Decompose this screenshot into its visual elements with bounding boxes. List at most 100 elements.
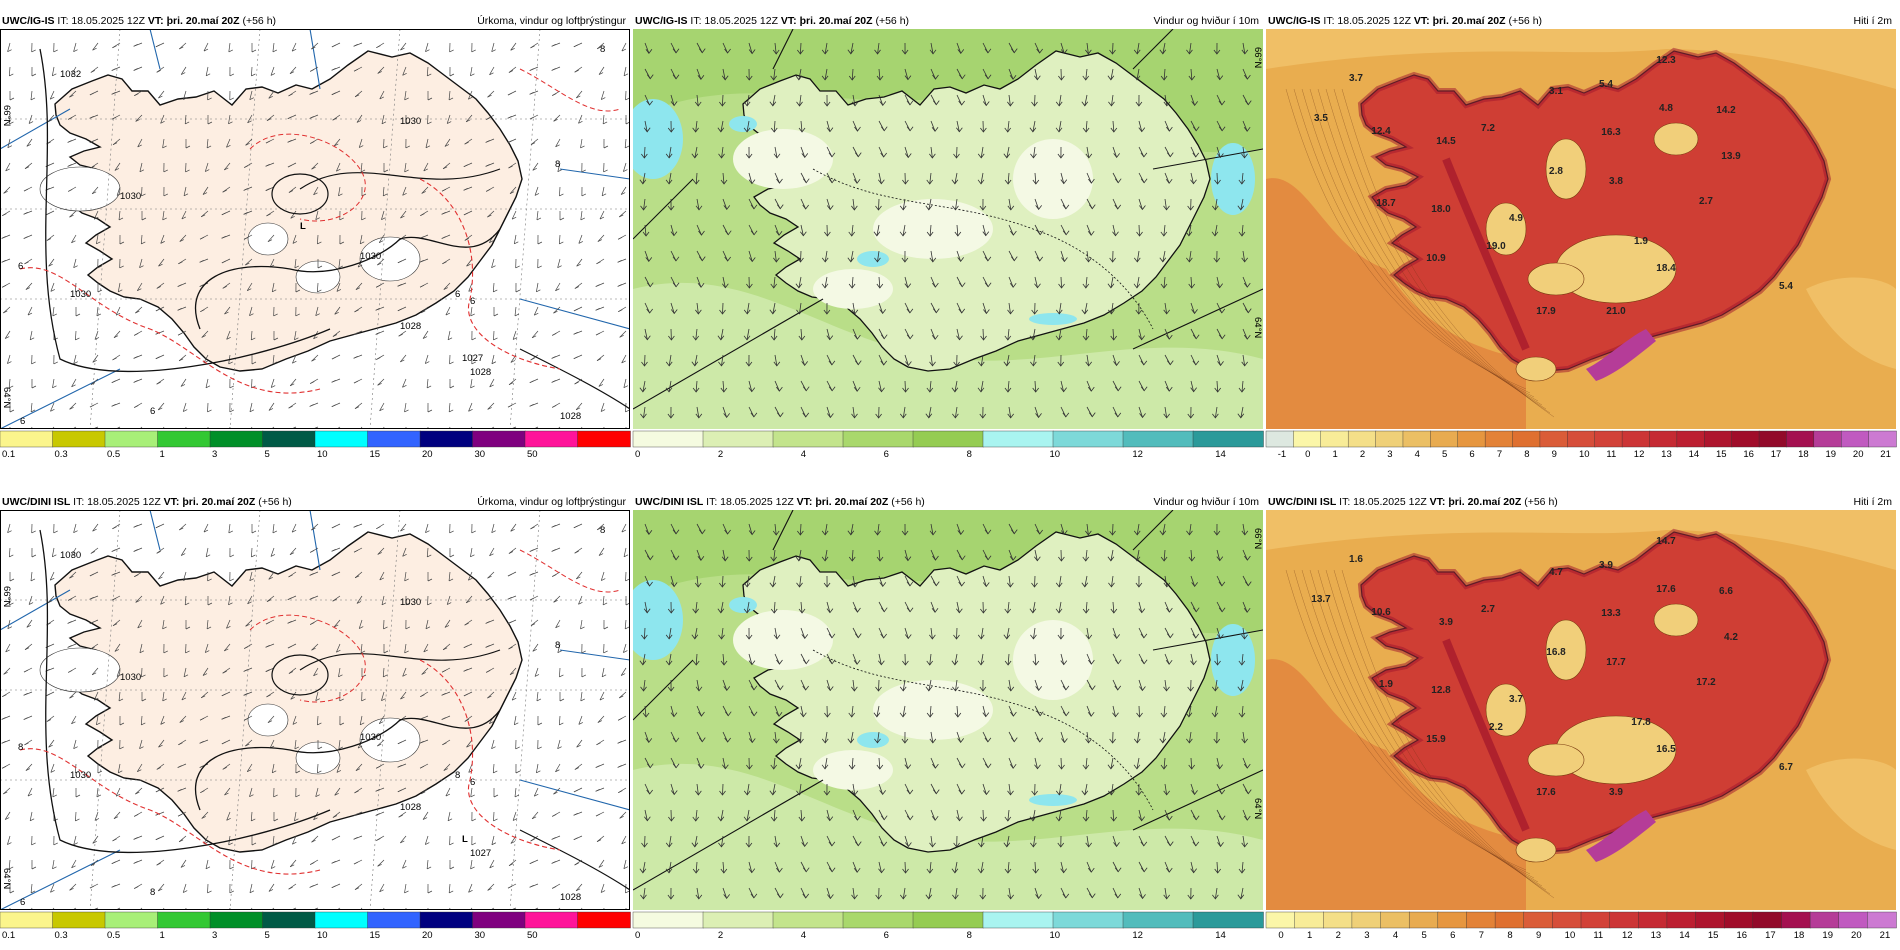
precip-colorbar: 0.1 0.3 0.5 1 3 5 10 15 20 30 50	[0, 911, 631, 942]
colorbar-swatch	[1867, 911, 1897, 929]
colorbar-tick-label: 3	[1364, 930, 1369, 941]
colorbar-swatch	[982, 911, 1054, 929]
colorbar-swatch	[1466, 911, 1496, 929]
map-label: 2.8	[1549, 166, 1563, 177]
colorbar-swatch	[1430, 430, 1459, 448]
map-label: 6	[455, 289, 460, 300]
colorbar-tick-label: 9	[1552, 449, 1557, 460]
colorbar-swatch	[1052, 911, 1124, 929]
panel-header: UWC/DINI ISL IT: 18.05.2025 12Z VT: þri.…	[2, 496, 626, 508]
map-label: 8	[600, 525, 605, 536]
map-label: 4.7	[1549, 567, 1563, 578]
colorbar-tick-label: 6	[884, 930, 889, 941]
colorbar-swatch	[472, 430, 526, 448]
colorbar-tick-label: 0	[635, 930, 640, 941]
map-label: 64°N	[1, 868, 12, 889]
colorbar-swatch	[702, 911, 774, 929]
map-label: 66°N	[1252, 47, 1263, 68]
map-label: 2.2	[1489, 722, 1503, 733]
map-label: 3.7	[1349, 73, 1363, 84]
colorbar-tick-label: 1	[160, 930, 165, 941]
colorbar-tick-label: 19	[1822, 930, 1833, 941]
map-label: 3.9	[1609, 787, 1623, 798]
map-label: 7.2	[1481, 123, 1495, 134]
colorbar-swatch	[1539, 430, 1569, 448]
map-label: 3.1	[1549, 86, 1563, 97]
map-label: 8	[18, 742, 23, 753]
colorbar-swatch	[157, 911, 211, 929]
colorbar-swatch	[419, 430, 474, 448]
colorbar-tick-label: 0.1	[2, 449, 15, 460]
colorbar-swatch	[912, 911, 984, 929]
map-label: 13.9	[1721, 151, 1741, 162]
colorbar-tick-label: 11	[1606, 449, 1616, 460]
map-label: 1030	[60, 550, 81, 561]
map-label: 8	[455, 770, 460, 781]
map-label: 64°N	[1252, 798, 1263, 819]
colorbar-tick-label: 5	[265, 930, 270, 941]
map-label: 1028	[560, 892, 581, 903]
colorbar-tick-label: 10	[1049, 930, 1060, 941]
colorbar-tick-label: 15	[1708, 930, 1719, 941]
map-label: 4.9	[1509, 213, 1523, 224]
wind-map[interactable]: 66°N 64°N	[633, 29, 1263, 429]
precip-map[interactable]: 1032 1030 1030 1030 1028 1028 1030 1028 1027 L 6 8 6…	[0, 29, 630, 429]
map-label: 18.7	[1376, 198, 1396, 209]
colorbar-tick-label: 1	[1307, 930, 1312, 941]
panel-header: UWC/DINI ISL IT: 18.05.2025 12Z VT: þri.…	[1268, 496, 1892, 508]
colorbar-swatch	[1809, 911, 1840, 929]
colorbar-swatch	[1552, 911, 1582, 929]
precip-map[interactable]: 10301030103010301028102810301027L8888886…	[0, 510, 630, 910]
map-label: 2.7	[1481, 604, 1495, 615]
map-label: 1030	[70, 289, 91, 300]
colorbar-tick-label: 14	[1215, 930, 1226, 941]
map-label: 14.7	[1656, 536, 1676, 547]
colorbar-swatch	[1580, 911, 1611, 929]
colorbar-swatch	[1380, 911, 1410, 929]
map-label: 1.9	[1379, 679, 1393, 690]
map-label: 17.6	[1656, 584, 1676, 595]
colorbar-tick-label: 10	[1579, 449, 1590, 460]
colorbar-tick-label: 50	[527, 930, 538, 941]
map-label: 5.4	[1599, 79, 1613, 90]
colorbar-tick-label: 0.1	[2, 930, 15, 941]
colorbar-tick-label: -1	[1278, 449, 1286, 460]
wind-panel-dini: UWC/DINI ISL IT: 18.05.2025 12Z VT: þri.…	[632, 494, 1264, 949]
colorbar-tick-label: 7	[1497, 449, 1502, 460]
map-label: 16.5	[1656, 744, 1676, 755]
wind-map[interactable]: 66°N 64°N	[633, 510, 1263, 910]
colorbar-swatch	[577, 430, 631, 448]
colorbar-swatch	[1649, 430, 1678, 448]
colorbar-swatch	[0, 430, 54, 448]
colorbar-swatch	[1323, 911, 1353, 929]
colorbar-tick-label: 3	[212, 930, 217, 941]
colorbar-swatch	[632, 430, 704, 448]
precip-colorbar: 0.1 0.3 0.5 1 3 5 10 15 20 30 50	[0, 430, 631, 461]
colorbar-swatch	[367, 430, 421, 448]
colorbar-tick-label: 5	[1442, 449, 1447, 460]
colorbar-swatch	[577, 911, 631, 929]
colorbar-tick-label: 11	[1593, 930, 1603, 941]
colorbar-swatch	[632, 911, 704, 929]
colorbar-swatch	[842, 911, 914, 929]
temp-map[interactable]: 3.7 3.5 12.4 14.5 7.2 3.1 5.4 12.3 4.8 14.2 13.9 16…	[1266, 29, 1896, 429]
colorbar-tick-label: 15	[1716, 449, 1727, 460]
colorbar-tick-label: 0	[1278, 930, 1283, 941]
colorbar-tick-label: 20	[1853, 449, 1864, 460]
temp-map[interactable]: 1.6 13.7 10.6 3.9 2.7 4.7 3.9 14.7 17.6 6.6 4.2 13.…	[1266, 510, 1896, 910]
map-label: 3.5	[1314, 113, 1328, 124]
panel-header: UWC/IG-IS IT: 18.05.2025 12Z VT: þri. 20…	[1268, 15, 1892, 27]
colorbar-swatch	[419, 911, 474, 929]
colorbar-swatch	[1638, 911, 1668, 929]
colorbar-tick-label: 30	[475, 930, 486, 941]
map-label: 66°N	[1, 586, 12, 607]
colorbar-tick-label: 15	[370, 449, 381, 460]
colorbar-swatch	[1523, 911, 1554, 929]
map-label: 1028	[470, 367, 491, 378]
map-label: 6	[20, 416, 25, 427]
colorbar-tick-label: 8	[1507, 930, 1512, 941]
colorbar-swatch	[912, 430, 984, 448]
map-label: 5.4	[1779, 281, 1793, 292]
colorbar-tick-label: 2	[1360, 449, 1365, 460]
map-label: 1.6	[1349, 554, 1363, 565]
